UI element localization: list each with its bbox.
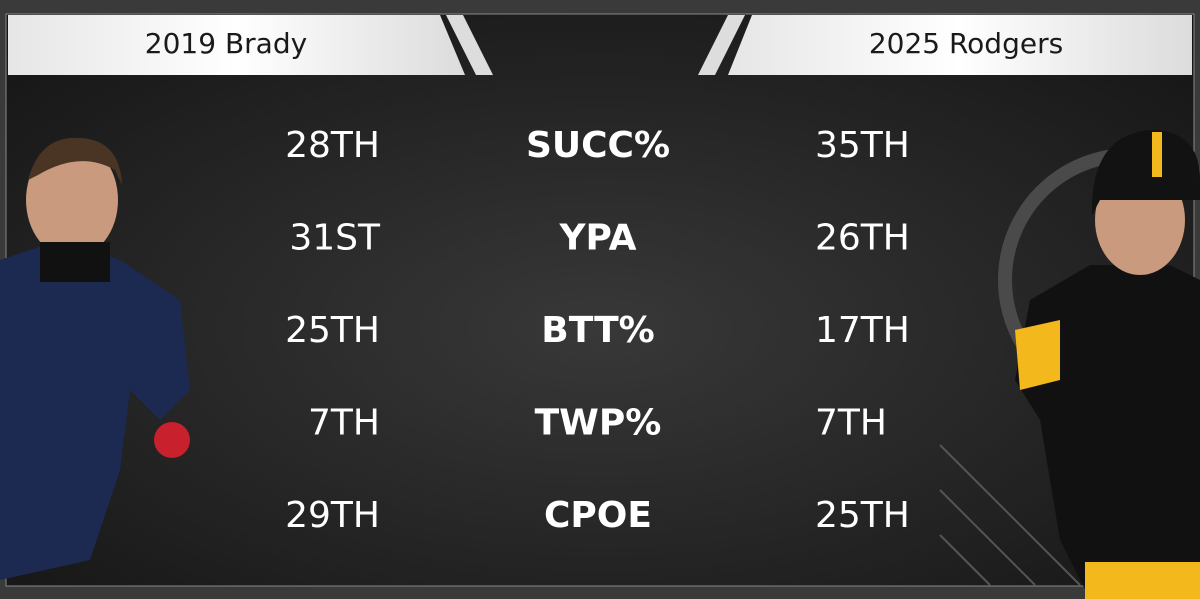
left-rank: 7TH [308, 403, 380, 444]
stripe [446, 15, 493, 75]
right-rank: 25TH [815, 495, 910, 536]
decor-lines [939, 444, 1081, 586]
panel [5, 13, 1195, 587]
right-header-bar [728, 15, 1192, 75]
stat-label: BTT% [541, 310, 654, 351]
stat-label: YPA [558, 218, 636, 259]
right-player [1015, 130, 1200, 599]
left-header: 2019 Brady [145, 27, 307, 60]
right-rank: 26TH [815, 218, 910, 259]
left-player [0, 137, 190, 580]
left-rank: 25TH [285, 310, 380, 351]
right-rank: 7TH [815, 403, 887, 444]
left-header-bar [8, 15, 465, 75]
stat-label: CPOE [544, 495, 652, 536]
left-rank: 29TH [285, 495, 380, 536]
left-rank: 31ST [289, 218, 381, 259]
right-rank: 35TH [815, 125, 910, 166]
right-header: 2025 Rodgers [869, 27, 1063, 60]
stat-label: SUCC% [526, 125, 670, 166]
stat-table: SUCC% 28TH 35TH YPA 31ST 26TH BTT% 25TH 17TH TWP%… [285, 125, 910, 536]
right-rank: 17TH [815, 310, 910, 351]
stripe [698, 15, 745, 75]
stat-label: TWP% [535, 403, 662, 444]
left-rank: 28TH [285, 125, 380, 166]
